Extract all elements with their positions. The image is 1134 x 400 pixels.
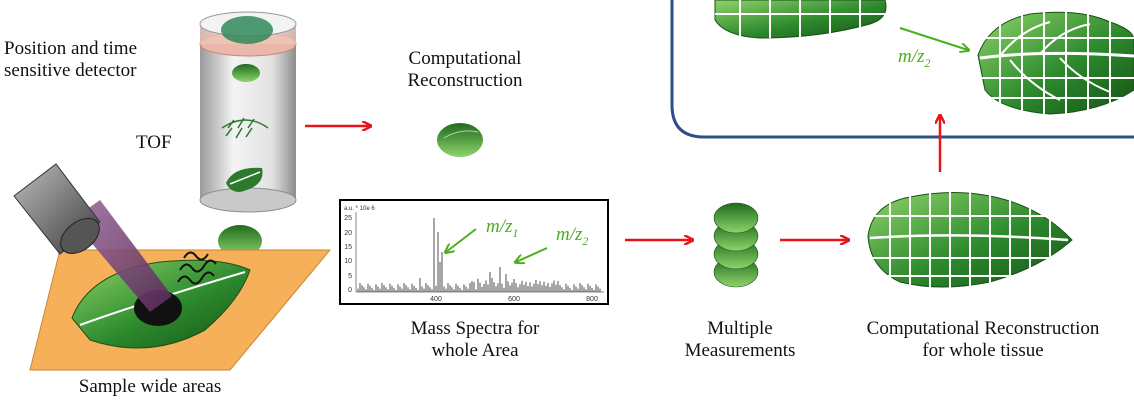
- whole-tissue-leaf: [867, 190, 1073, 292]
- whole-tissue-label: Computational Reconstruction for whole t…: [866, 318, 1100, 361]
- ejected-sample-disc: [218, 225, 262, 257]
- reconstruction-label: Computational Reconstruction: [407, 48, 523, 91]
- y-tick: 10: [344, 258, 352, 265]
- reconstruction-disc: [437, 123, 483, 157]
- mass-spectra-label: Mass Spectra for whole Area: [410, 318, 540, 361]
- inset-green-arrow: [899, 27, 968, 50]
- inset-leaf-left: [714, 0, 887, 39]
- spectrum-axis-title: a.u. * 10e 6: [344, 206, 375, 212]
- spectrum-mz2-label: m/z2: [556, 224, 588, 248]
- spectrum-arrow-1: [446, 228, 477, 252]
- multiple-measurements-label: Multiple Measurements: [684, 318, 796, 361]
- laser-camera: [13, 163, 101, 255]
- inset-leaf-right: [977, 10, 1134, 116]
- mass-spectrum: a.u. * 10e 6 25 20 15 10 5 0 400 600 800: [339, 199, 609, 305]
- detector-label: Position and time sensitive detector: [4, 38, 137, 81]
- sample-label: Sample wide areas: [78, 376, 222, 397]
- measurement-stack: [713, 202, 759, 288]
- y-tick: 25: [344, 215, 352, 222]
- x-tick: 400: [430, 296, 442, 303]
- spectrum-mz1-label: m/z1: [486, 216, 518, 240]
- spectrum-arrow-2: [516, 247, 548, 262]
- spectrum-peaks: [357, 218, 601, 292]
- tof-tube: [199, 11, 297, 213]
- x-tick: 600: [508, 296, 520, 303]
- tof-label: TOF: [136, 132, 172, 153]
- ion-plume: [177, 251, 217, 285]
- inset-panel-border: [670, 0, 1134, 139]
- inset-mz2-label: m/z2: [898, 46, 930, 70]
- y-tick: 20: [344, 230, 352, 237]
- y-tick: 5: [348, 273, 352, 280]
- y-tick: 0: [348, 287, 352, 294]
- y-tick: 15: [344, 244, 352, 251]
- x-tick: 800: [586, 296, 598, 303]
